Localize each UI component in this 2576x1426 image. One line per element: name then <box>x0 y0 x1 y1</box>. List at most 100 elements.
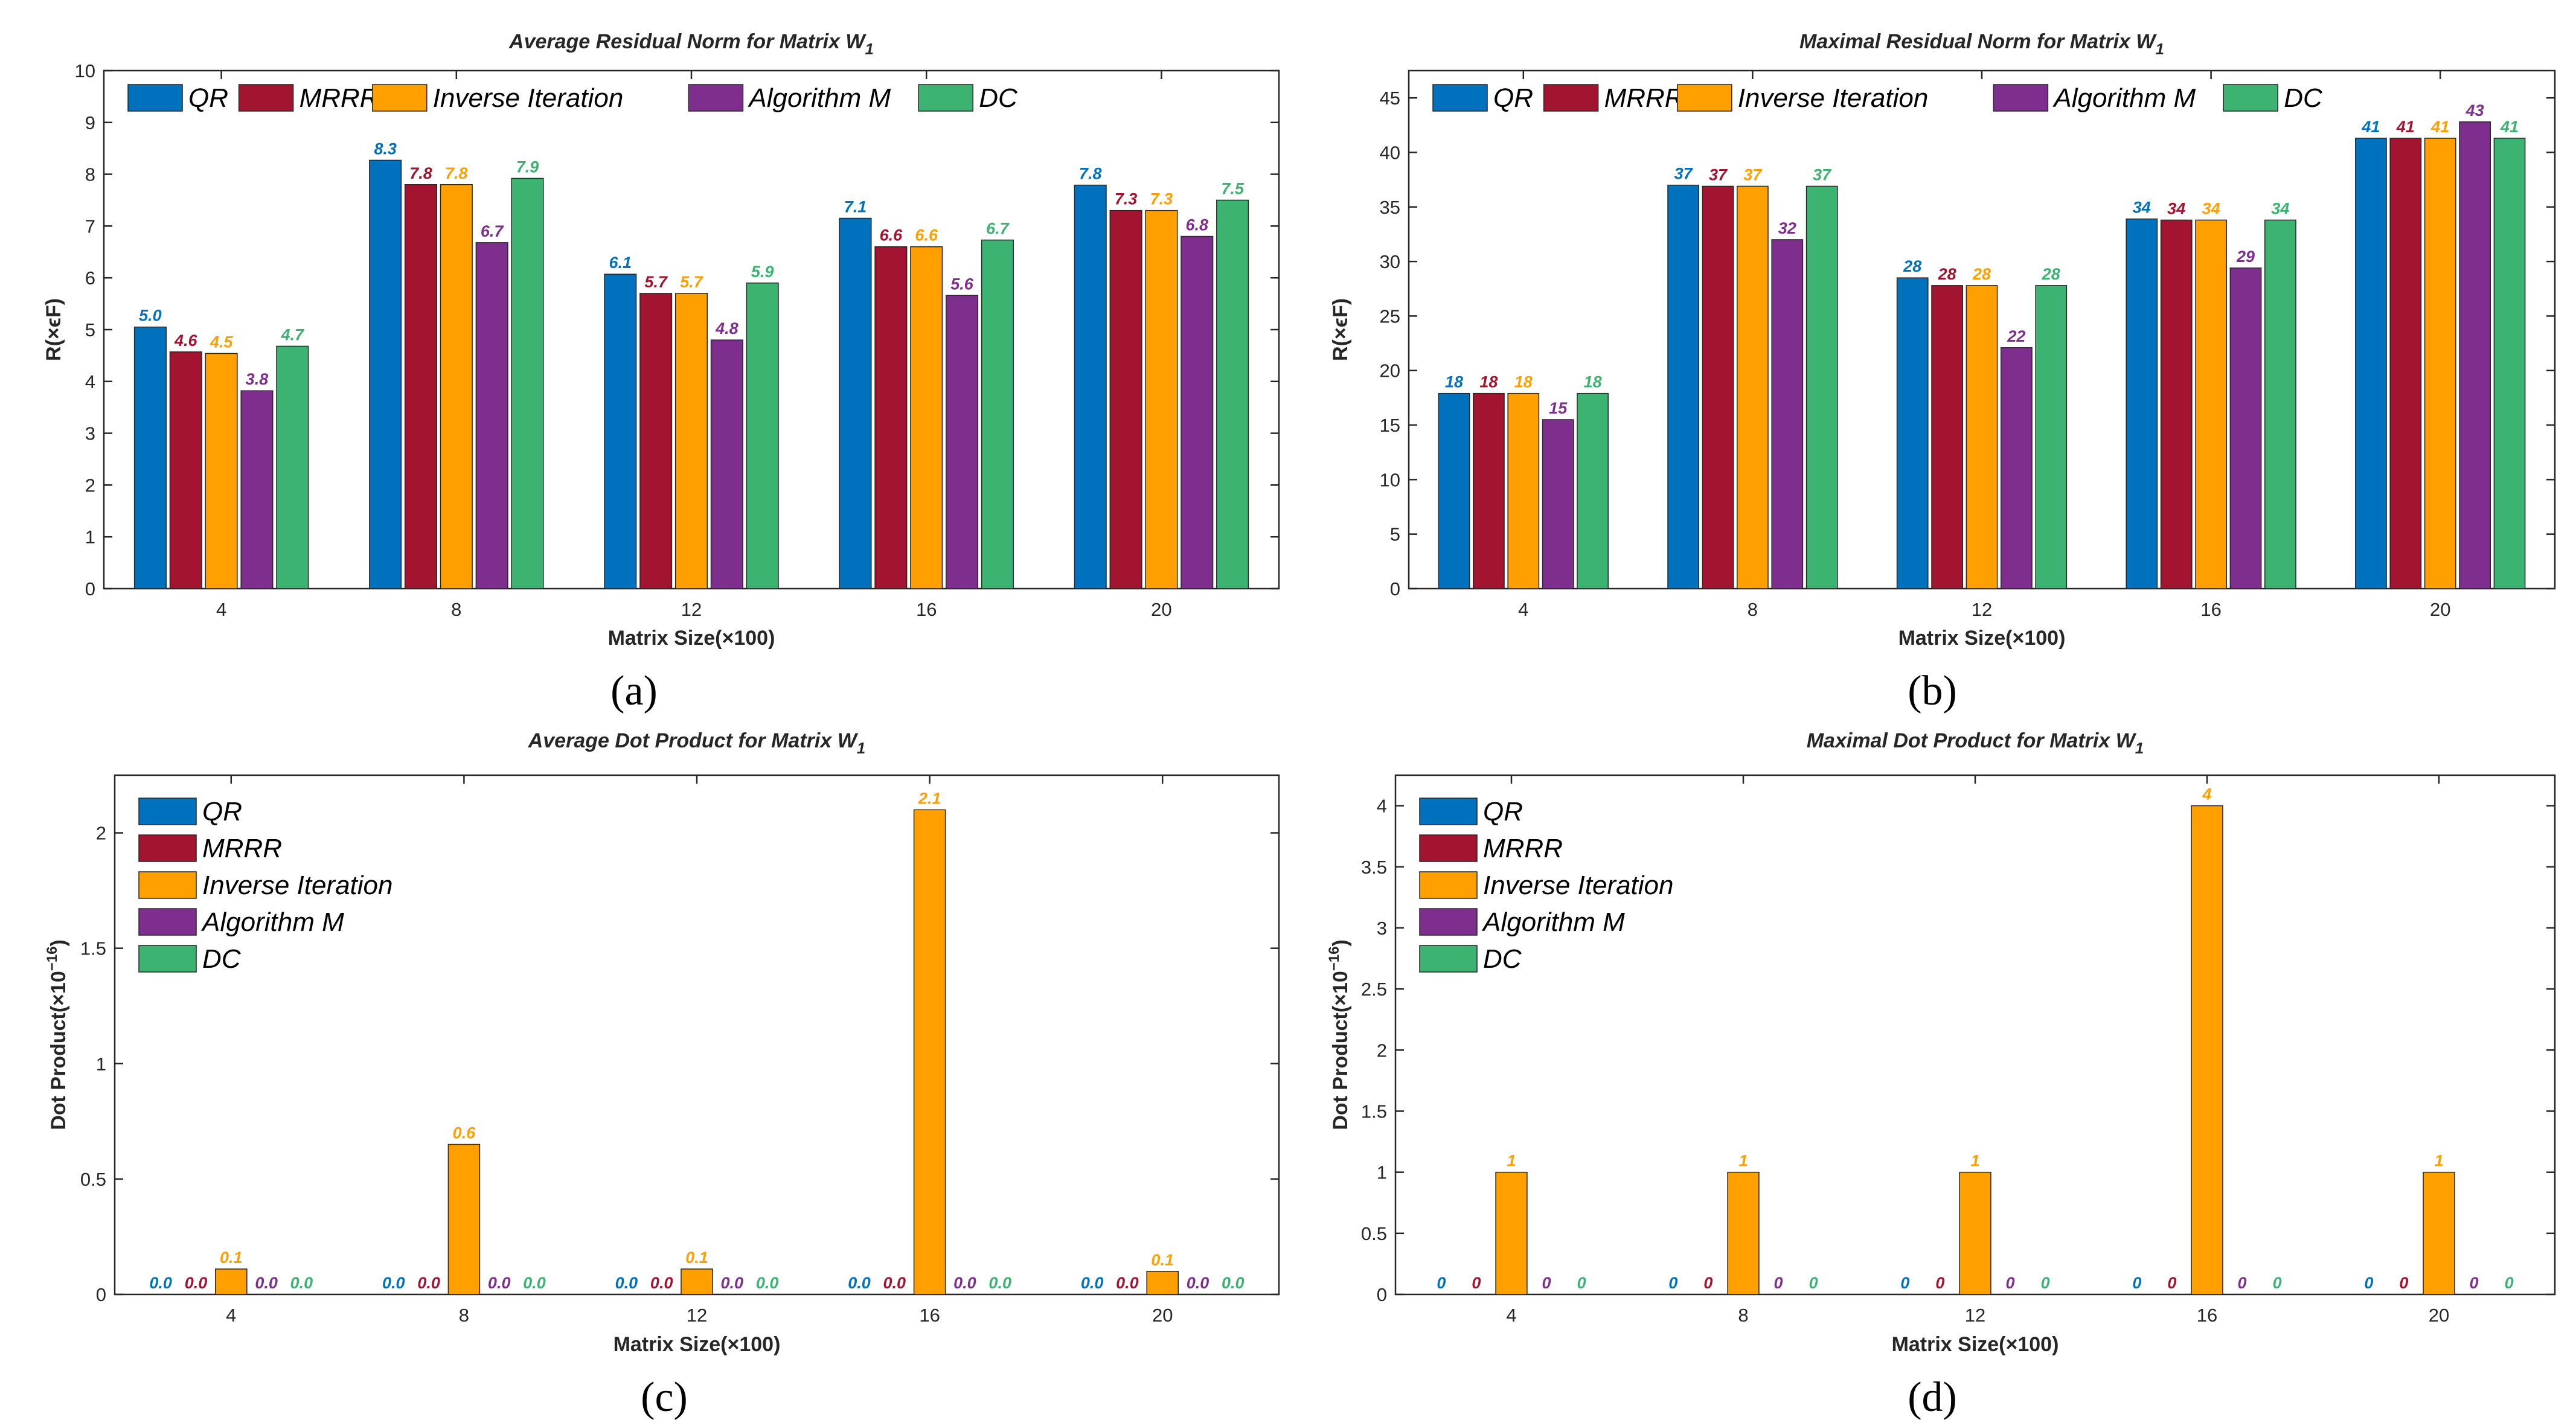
legend-label-dc: DC <box>202 944 242 974</box>
bar-qr <box>133 326 167 589</box>
bar-algorithm-m <box>1771 239 1804 589</box>
data-label-inverse-iteration: 4.5 <box>210 333 234 351</box>
data-label-mrrr: 28 <box>1938 265 1956 283</box>
data-label-qr: 7.8 <box>1079 165 1102 183</box>
legend-label-dc: DC <box>979 83 1018 113</box>
data-label-mrrr: 4.6 <box>174 331 198 350</box>
y-tick-label: 10 <box>1380 469 1400 490</box>
data-label-dc: 41 <box>2500 118 2519 136</box>
bar-qr <box>1438 392 1470 589</box>
y-tick-label: 0 <box>85 578 95 599</box>
data-label-qr: 0.0 <box>149 1274 172 1292</box>
data-label-algorithm-m: 0.0 <box>1187 1274 1210 1292</box>
legend-swatch-algorithm-m <box>688 84 744 112</box>
data-label-mrrr: 0.0 <box>417 1274 440 1292</box>
legend: QR MRRR Inverse Iteration Algorithm M DC <box>1432 83 2323 113</box>
y-tick-label: 1 <box>1377 1162 1387 1183</box>
bar-qr <box>1667 184 1699 589</box>
data-label-mrrr: 0 <box>1703 1274 1713 1292</box>
data-label-dc: 0.0 <box>756 1274 779 1292</box>
x-tick-label: 16 <box>916 599 937 620</box>
legend-swatch-dc <box>1419 945 1478 973</box>
data-label-qr: 37 <box>1674 165 1694 183</box>
legend-label-mrrr: MRRR <box>202 834 282 863</box>
data-label-inverse-iteration: 18 <box>1514 373 1533 391</box>
bar-dc <box>1577 392 1609 589</box>
bar-qr <box>1896 277 1929 589</box>
x-tick-label: 16 <box>2197 1305 2217 1326</box>
data-label-algorithm-m: 0.0 <box>721 1274 744 1292</box>
bar-inverse-iteration <box>1146 1271 1179 1295</box>
data-label-dc: 0 <box>2273 1274 2282 1292</box>
data-label-dc: 34 <box>2271 199 2289 217</box>
x-tick-label: 16 <box>919 1305 940 1326</box>
bar-mrrr <box>2160 219 2193 589</box>
bar-mrrr <box>169 351 202 589</box>
x-tick-label: 20 <box>1151 599 1171 620</box>
data-label-dc: 0 <box>2041 1274 2050 1292</box>
plot-area <box>114 774 1280 1296</box>
chart-title: Maximal Dot Product for Matrix W1 <box>1807 729 2144 757</box>
data-label-qr: 6.1 <box>609 254 632 272</box>
bar-mrrr <box>1702 185 1734 589</box>
data-label-algorithm-m: 0 <box>2006 1274 2015 1292</box>
legend-swatch-dc <box>138 945 197 973</box>
data-label-mrrr: 34 <box>2167 199 2185 217</box>
bar-inverse-iteration <box>1727 1171 1760 1295</box>
y-tick-label: 2 <box>85 475 95 496</box>
legend-label-algorithm-m: Algorithm M <box>2052 83 2196 113</box>
data-label-dc: 0.0 <box>523 1274 546 1292</box>
data-label-algorithm-m: 0.0 <box>488 1274 511 1292</box>
data-label-mrrr: 5.7 <box>644 273 668 291</box>
bar-algorithm-m <box>1542 419 1574 589</box>
data-label-dc: 0 <box>2505 1274 2514 1292</box>
data-label-mrrr: 0.0 <box>650 1274 673 1292</box>
bar-inverse-iteration <box>1966 285 1998 589</box>
x-tick-label: 8 <box>459 1305 469 1326</box>
data-label-algorithm-m: 0 <box>1774 1274 1783 1292</box>
bar-inverse-iteration <box>681 1268 713 1295</box>
bar-qr <box>2355 138 2387 589</box>
legend-label-mrrr: MRRR <box>300 83 379 113</box>
legend-label-mrrr: MRRR <box>1483 834 1563 863</box>
data-label-algorithm-m: 0 <box>2238 1274 2247 1292</box>
data-label-dc: 6.7 <box>986 220 1010 238</box>
y-tick-label: 45 <box>1380 88 1400 109</box>
y-tick-label: 5 <box>1390 524 1400 545</box>
data-label-dc: 7.9 <box>516 158 539 176</box>
legend: QR MRRR Inverse Iteration Algorithm M DC <box>138 797 393 974</box>
chart-title: Average Dot Product for Matrix W1 <box>528 729 866 757</box>
data-label-algorithm-m: 4.8 <box>715 319 739 337</box>
panel-label-a-text: (a) <box>610 668 658 714</box>
legend-swatch-mrrr <box>138 834 197 862</box>
data-label-dc: 0 <box>1577 1274 1586 1292</box>
data-label-algorithm-m: 6.7 <box>481 222 505 240</box>
data-label-dc: 0 <box>1809 1274 1818 1292</box>
data-label-algorithm-m: 3.8 <box>246 370 269 388</box>
y-tick-label: 0.5 <box>80 1169 106 1190</box>
y-axis-label: R(×ϵF) <box>1329 298 1352 361</box>
chart-title-subscript: 1 <box>857 739 865 757</box>
legend-swatch-mrrr <box>1543 84 1599 112</box>
data-label-dc: 0.0 <box>988 1274 1011 1292</box>
legend-swatch-qr <box>138 798 197 825</box>
data-label-inverse-iteration: 7.3 <box>1150 190 1173 208</box>
y-axis-label: Dot Product(×10−16) <box>44 939 70 1130</box>
data-label-inverse-iteration: 4 <box>2202 785 2211 804</box>
x-tick-label: 20 <box>1152 1305 1173 1326</box>
data-label-algorithm-m: 32 <box>1778 219 1796 237</box>
chart-title-subscript: 1 <box>865 40 874 58</box>
chart-title-subscript: 1 <box>2156 40 2164 58</box>
data-label-algorithm-m: 0.0 <box>255 1274 278 1292</box>
y-tick-label: 4 <box>85 371 95 392</box>
y-tick-label: 15 <box>1380 415 1400 436</box>
panel-label-b: (b) <box>1842 667 2023 715</box>
data-label-qr: 0.0 <box>1081 1274 1104 1292</box>
y-tick-label: 2.5 <box>1361 979 1387 1000</box>
chart-title: Average Residual Norm for Matrix W1 <box>508 30 874 58</box>
data-label-mrrr: 7.3 <box>1115 190 1138 208</box>
bar-dc <box>1216 199 1249 589</box>
data-label-inverse-iteration: 37 <box>1743 165 1763 184</box>
legend-swatch-dc <box>918 84 973 112</box>
data-label-mrrr: 0 <box>1935 1274 1944 1292</box>
